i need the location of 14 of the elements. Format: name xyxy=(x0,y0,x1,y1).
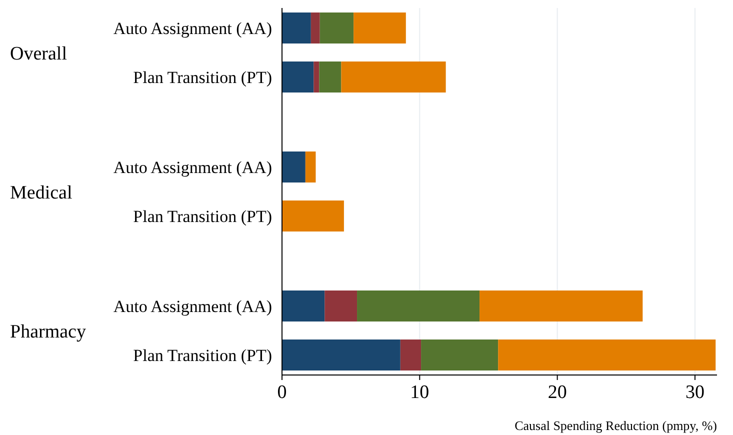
x-tick-label: 0 xyxy=(277,382,287,403)
x-tick-label: 20 xyxy=(548,382,567,403)
y-tick-label: Plan Transition (PT) xyxy=(133,346,272,365)
y-tick-label: Plan Transition (PT) xyxy=(133,68,272,87)
y-tick-label: Plan Transition (PT) xyxy=(133,207,272,226)
y-tick-label: Auto Assignment (AA) xyxy=(113,19,272,38)
y-tick-label: Auto Assignment (AA) xyxy=(113,297,272,316)
x-tick-label: 10 xyxy=(410,382,430,403)
text: Medical xyxy=(10,182,72,204)
x-tick-label: 30 xyxy=(685,382,704,403)
text: Overall xyxy=(10,44,67,64)
text: Pharmacy xyxy=(10,322,86,342)
y-tick-label: Auto Assignment (AA) xyxy=(113,158,272,177)
x-axis-title: Causal Spending Reduction (pmpy, %) xyxy=(514,418,717,433)
